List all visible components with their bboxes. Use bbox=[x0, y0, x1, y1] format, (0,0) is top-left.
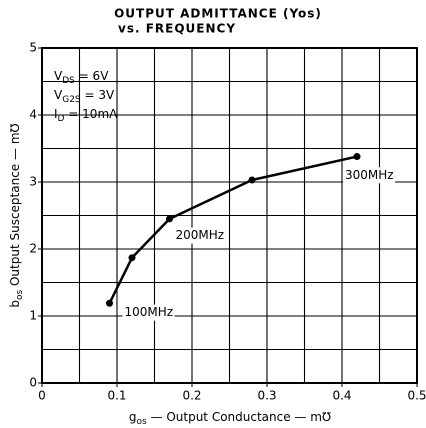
annotation-bg bbox=[343, 167, 395, 184]
condition-sub: G2S bbox=[62, 95, 81, 105]
y-tick-label: 4 bbox=[29, 108, 37, 122]
x-axis-label-main: g bbox=[129, 410, 137, 424]
point bbox=[166, 215, 173, 223]
condition-sub: DS bbox=[62, 76, 75, 86]
point bbox=[128, 254, 136, 262]
x-tick-label: 0.5 bbox=[407, 389, 426, 403]
condition: VDS = 6V bbox=[54, 69, 109, 86]
chart-title: OUTPUT ADMITTANCE (Yos) bbox=[114, 7, 322, 21]
condition-main: V bbox=[54, 69, 63, 83]
x-tick-label: 0 bbox=[38, 389, 46, 403]
plot-frame bbox=[41, 47, 418, 384]
annotation: 100MHz bbox=[125, 305, 174, 319]
point bbox=[248, 176, 256, 184]
x-tick-label: 0.2 bbox=[182, 389, 201, 403]
annotation: 200MHz bbox=[176, 228, 225, 242]
x-axis-label-sub: os bbox=[137, 417, 148, 427]
condition-rest: = 10mA bbox=[64, 107, 118, 121]
annotation-bg bbox=[173, 227, 226, 244]
y-axis-label-sub: os bbox=[15, 290, 25, 301]
y-axis-label-main: b bbox=[8, 300, 22, 308]
condition: VG2S = 3V bbox=[54, 88, 115, 105]
condition-rest: = 3V bbox=[81, 88, 115, 102]
y-tick-label: 0 bbox=[29, 376, 37, 390]
y-tick-label: 5 bbox=[29, 41, 37, 55]
x-tick-label: 0.4 bbox=[332, 389, 351, 403]
condition: ID = 10mA bbox=[54, 107, 118, 124]
condition-rest: = 6V bbox=[75, 69, 109, 83]
condition-sub: D bbox=[58, 114, 65, 124]
x-axis-label: gos — Output Conductance — m℧ bbox=[129, 410, 331, 427]
x-tick-label: 0.3 bbox=[257, 389, 276, 403]
x-tick-label: 0.1 bbox=[107, 389, 126, 403]
y-tick-label: 2 bbox=[29, 242, 37, 256]
y-tick-label: 3 bbox=[29, 175, 37, 189]
x-axis-label-rest: — Output Conductance — m℧ bbox=[147, 410, 331, 424]
condition-main: V bbox=[54, 88, 63, 102]
chart-subtitle: vs. FREQUENCY bbox=[118, 22, 236, 36]
y-tick-label: 1 bbox=[29, 309, 37, 323]
point bbox=[353, 153, 361, 161]
annotation: 300MHz bbox=[345, 168, 394, 182]
point bbox=[106, 299, 113, 307]
y-axis-label-rest: Output Susceptance — m℧ bbox=[8, 123, 22, 290]
annotation-bg bbox=[122, 304, 175, 321]
y-axis-label: bos Output Susceptance — m℧ bbox=[8, 123, 25, 307]
line bbox=[108, 155, 358, 304]
condition-main: I bbox=[54, 107, 58, 121]
